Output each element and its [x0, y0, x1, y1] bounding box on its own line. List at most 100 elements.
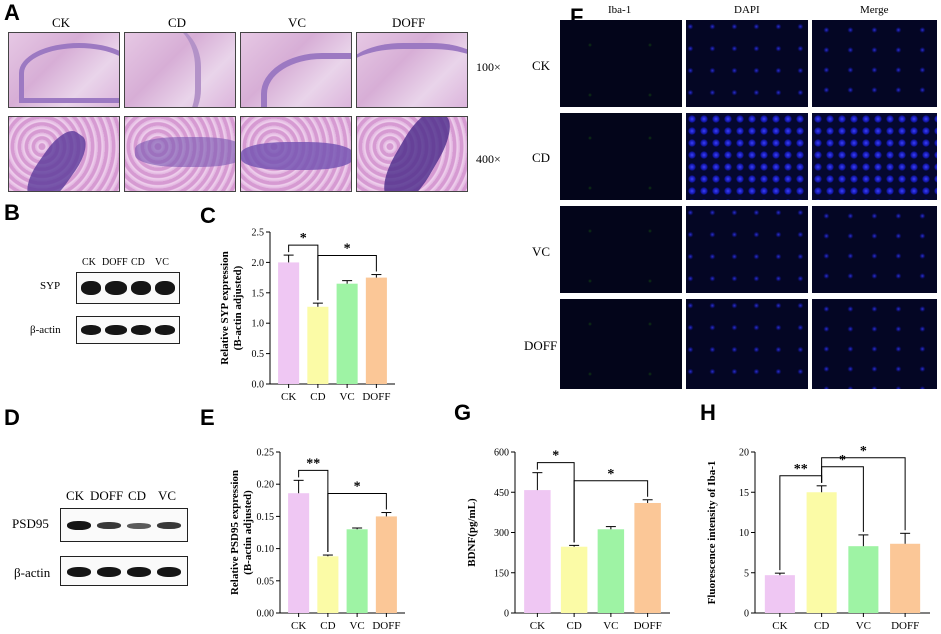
he-400x-doff: [356, 116, 468, 192]
chart-g-ylabel: BDNF(pg/mL): [466, 498, 478, 567]
chart-c-sig-label: *: [344, 242, 351, 257]
chart-c-xtick-label-vc: VC: [339, 391, 354, 403]
fluo-merge-vc: [812, 206, 937, 293]
chart-e-xtick-label-doff: DOFF: [372, 620, 400, 632]
chart-c-ylabel: Relative SYP expression: [219, 251, 231, 364]
chart-c-ytick-label: 1.5: [252, 288, 265, 299]
fluo-iba1-ck: [560, 20, 682, 107]
chart-e-sig-bracket: [327, 493, 387, 553]
fluo-dapi-cd: [686, 113, 808, 200]
row-label-doff: DOFF: [524, 338, 558, 353]
chart-e-bar-doff: [375, 516, 397, 613]
chart-h-ytick-label: 0: [744, 609, 749, 620]
chart-h-xtick-label-ck: CK: [772, 620, 787, 632]
group-label-ck: CK: [52, 15, 71, 30]
chart-h-ylabel: Fluorescence intensity of Iba-1: [706, 461, 718, 605]
fluo-dapi-ck: [686, 20, 808, 107]
fluo-merge-ck: [812, 20, 937, 107]
chart-c-sig-bracket: [317, 255, 377, 301]
he-400x-ck: [8, 116, 120, 192]
chart-h-sig-bracket: [821, 457, 906, 531]
panel-letter-b: B: [4, 200, 20, 225]
blot-d-protein-psd95: PSD95: [12, 516, 49, 531]
chart-h-bar-ck: [764, 575, 795, 613]
blot-d-lane-vc: VC: [158, 488, 177, 503]
chart-c-xtick-label-ck: CK: [281, 391, 296, 403]
group-label-cd: CD: [168, 15, 187, 30]
chart-c-bar-cd: [307, 306, 329, 384]
chart-c-ytick-label: 1.0: [252, 319, 265, 330]
channel-label-merge: Merge: [860, 4, 889, 16]
row-label-ck: CK: [532, 58, 551, 73]
fluo-merge-doff: [812, 299, 937, 389]
chart-g-bar-cd: [560, 546, 588, 613]
blot-b-protein-syp: SYP: [40, 280, 61, 292]
panel-letter-h: H: [700, 400, 716, 425]
panel-letter-e: E: [200, 405, 215, 430]
blot-d-protein-actin: β-actin: [14, 565, 51, 580]
chart-g-ytick-label: 0: [504, 609, 509, 620]
chart-e-xtick-label-ck: CK: [291, 620, 306, 632]
panel-letter-d: D: [4, 405, 20, 430]
he-400x-cd: [124, 116, 236, 192]
chart-e-bar-vc: [346, 529, 368, 613]
chart-c-ytick-label: 2.5: [252, 228, 265, 239]
chart-h-sig-label: **: [794, 462, 808, 477]
he-100x-vc: [240, 32, 352, 108]
chart-g-xtick-label-cd: CD: [566, 620, 581, 632]
chart-e-bar-ck: [288, 493, 310, 613]
chart-h-sig-label: *: [860, 444, 867, 459]
chart-g-ytick-label: 300: [494, 528, 509, 539]
blot-b-protein-actin: β-actin: [30, 324, 61, 336]
channel-label-iba1: Iba-1: [608, 4, 632, 16]
chart-h-ytick-label: 15: [739, 488, 749, 499]
group-label-vc: VC: [288, 15, 307, 30]
chart-g-bar-doff: [634, 502, 661, 613]
chart-h-ytick-label: 10: [739, 528, 749, 539]
chart-g-bar-vc: [597, 529, 625, 613]
blot-b-lane-doff: DOFF: [102, 257, 128, 268]
fluo-merge-cd: [812, 113, 937, 200]
chart-e-ytick-label: 0.25: [257, 448, 275, 459]
he-100x-ck: [8, 32, 120, 108]
row-label-vc: VC: [532, 244, 551, 259]
he-100x-cd: [124, 32, 236, 108]
chart-g-xtick-label-vc: VC: [603, 620, 618, 632]
chart-g: 0 150 300 450 600 BDNF(pg/mL) CK CD VC DOFF * *: [466, 448, 670, 632]
chart-g-bar-ck: [524, 490, 551, 613]
panel-letter-g: G: [454, 400, 472, 425]
chart-e-bar-cd: [317, 556, 339, 613]
blot-b-lane-vc: VC: [155, 257, 169, 268]
chart-e-ytick-label: 0.20: [257, 480, 275, 491]
chart-e-sig-label: **: [306, 456, 320, 471]
chart-c-ytick-label: 0.5: [252, 349, 265, 360]
row-label-cd: CD: [532, 150, 551, 165]
chart-e-sig-label: *: [354, 480, 361, 495]
he-400x-vc: [240, 116, 352, 192]
chart-e-ytick-label: 0.00: [257, 609, 275, 620]
magnification-100x: 100×: [476, 60, 501, 74]
chart-h-ytick-label: 5: [744, 568, 749, 579]
group-label-doff: DOFF: [392, 15, 426, 30]
blot-d-psd95: [60, 508, 188, 542]
chart-c-ylabel-sub: (Β-actin adjusted): [232, 265, 244, 350]
chart-e: 0.00 0.05 0.10 0.15 0.20 0.25 Relative PSD95 e…: [229, 448, 405, 632]
fluo-iba1-doff: [560, 299, 682, 389]
chart-g-ytick-label: 450: [494, 488, 509, 499]
chart-c-ytick-label: 0.0: [252, 380, 265, 391]
chart-h-ytick-label: 20: [739, 448, 749, 459]
chart-e-ytick-label: 0.15: [257, 512, 275, 523]
chart-c-bar-vc: [336, 283, 358, 384]
fluo-dapi-vc: [686, 206, 808, 293]
chart-g-ytick-label: 600: [494, 448, 509, 459]
chart-h-bar-vc: [848, 546, 879, 613]
chart-c-bar-doff: [365, 277, 387, 384]
chart-c-ytick-label: 2.0: [252, 258, 265, 269]
chart-e-xtick-label-vc: VC: [349, 620, 364, 632]
blot-d-actin: [60, 556, 188, 586]
panel-letter-a: A: [4, 0, 20, 25]
chart-h-xtick-label-doff: DOFF: [891, 620, 919, 632]
blot-d-lane-cd: CD: [128, 488, 147, 503]
blot-b-actin: [76, 316, 180, 344]
fluo-iba1-vc: [560, 206, 682, 293]
